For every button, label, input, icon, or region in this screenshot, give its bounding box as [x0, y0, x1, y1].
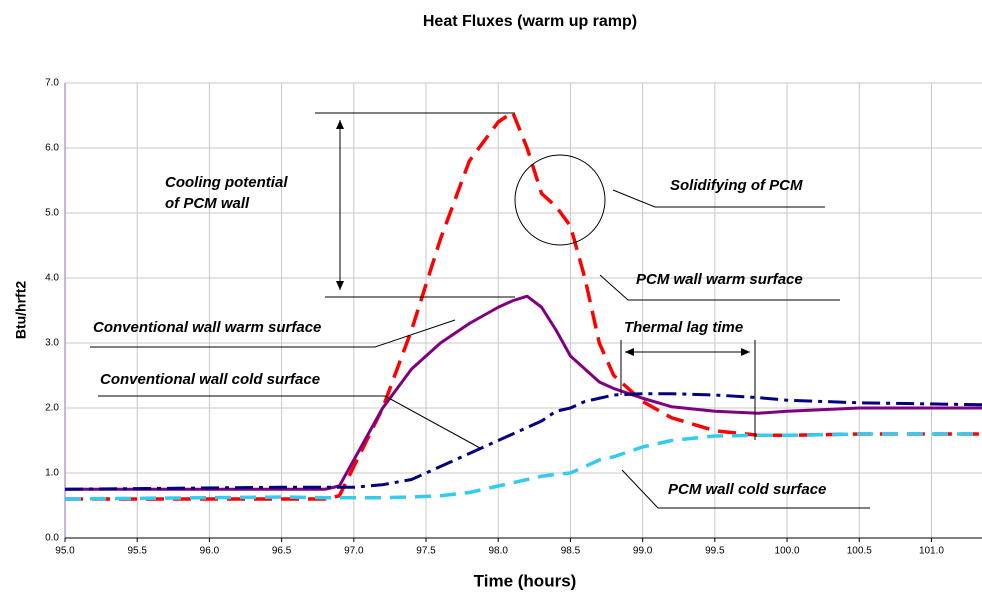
x-tick-label: 100.5 — [847, 546, 872, 557]
x-tick-label: 97.0 — [344, 546, 364, 557]
annotation: Thermal lag time — [624, 319, 743, 336]
annotation: Cooling potential — [165, 174, 288, 191]
series-line — [64, 432, 982, 501]
y-axis-label: Btu/hrft2 — [13, 281, 29, 340]
leader-line — [90, 319, 456, 348]
annotation: PCM wall warm surface — [636, 271, 803, 288]
plot-area: 0.0 1.0 2.0 3.0 4.0 5.0 6.0 7.0 95.0 95.5 96.0 96.5… — [45, 78, 982, 557]
y-tick-label: 0.0 — [45, 533, 59, 544]
x-tick-label: 100.0 — [775, 546, 800, 557]
series-line — [65, 294, 982, 491]
x-tick-label: 98.0 — [488, 546, 508, 557]
x-tick-label: 95.0 — [55, 546, 75, 557]
x-tick-label: 96.0 — [200, 546, 220, 557]
annotation: PCM wall cold surface — [668, 481, 826, 498]
y-tick-label: 6.0 — [45, 143, 59, 154]
series-line — [64, 392, 982, 491]
y-tick-label: 1.0 — [45, 468, 59, 479]
x-tick-label: 96.5 — [272, 546, 292, 557]
series-line — [65, 110, 982, 501]
annotation: of PCM wall — [165, 195, 250, 212]
x-tick-label: 99.0 — [633, 546, 653, 557]
x-tick-label: 98.5 — [561, 546, 581, 557]
x-axis-label: Time (hours) — [474, 571, 577, 590]
x-tick-label: 99.5 — [705, 546, 725, 557]
leader-line — [98, 395, 481, 449]
y-tick-label: 3.0 — [45, 338, 59, 349]
y-tick-label: 2.0 — [45, 403, 59, 414]
leader-line — [621, 469, 870, 509]
leader-line — [599, 274, 840, 301]
x-tick-label: 101.0 — [919, 546, 944, 557]
chart-title: Heat Fluxes (warm up ramp) — [423, 13, 637, 30]
y-tick-label: 4.0 — [45, 273, 59, 284]
x-tick-label: 97.5 — [416, 546, 436, 557]
annotation: Solidifying of PCM — [670, 177, 803, 194]
annotation: Conventional wall cold surface — [100, 371, 320, 388]
annotations: Cooling potential of PCM wall Solidifyin… — [90, 112, 870, 509]
y-tick-label: 7.0 — [45, 78, 59, 89]
highlight-circle — [514, 154, 606, 246]
annotation: Conventional wall warm surface — [93, 319, 321, 336]
x-tick-label: 95.5 — [127, 546, 147, 557]
leader-line — [612, 189, 825, 208]
y-tick-label: 5.0 — [45, 208, 59, 219]
